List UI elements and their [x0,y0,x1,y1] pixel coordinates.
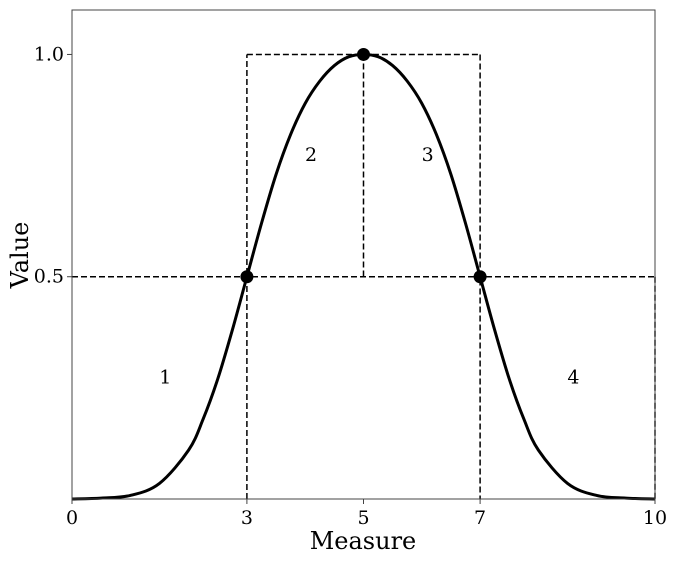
region-label-3: 4 [567,366,579,388]
axes: 0 3 5 7 10 0.5 1.0 [34,9,667,529]
reference-lines [72,53,656,499]
x-axis-title: Measure [310,527,417,555]
data-point-2 [473,270,487,284]
region-label-0: 1 [159,366,171,388]
y-tick-label-1: 1.0 [34,43,64,65]
region-labels: 1 2 3 4 [159,144,579,388]
y-axis-title: Value [6,222,34,290]
data-point-1 [357,47,370,61]
y-tick-label-0: 0.5 [34,266,64,288]
data-point-0 [240,270,254,284]
x-tick-label-2: 5 [357,507,369,529]
x-tick-label-0: 0 [66,507,78,529]
region-label-1: 2 [305,144,317,166]
x-tick-label-4: 10 [643,507,667,529]
x-tick-label-1: 3 [241,507,253,529]
region-label-2: 3 [422,144,434,166]
point-layer [240,47,487,284]
x-tick-label-3: 7 [474,507,486,529]
